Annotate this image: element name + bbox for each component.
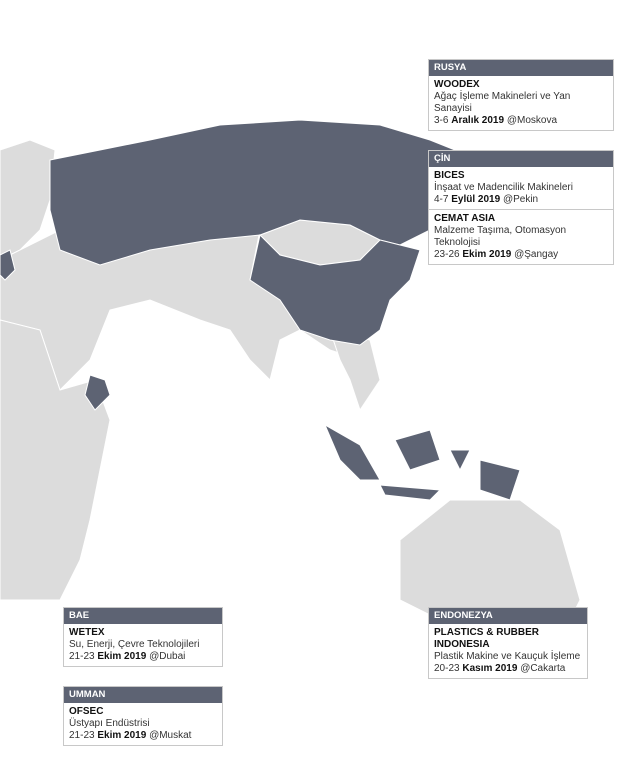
event-date: 23-26 Ekim 2019 @Şangay xyxy=(434,249,608,261)
event-desc: Üstyapı Endüstrisi xyxy=(69,718,150,729)
event-date: 21-23 Ekim 2019 @Dubai xyxy=(69,651,217,663)
land-africa xyxy=(0,319,111,601)
event-city: @Muskat xyxy=(149,730,192,741)
event-desc: Plastik Makine ve Kauçuk İşleme xyxy=(434,651,581,662)
event-entry: WOODEX Ağaç İşleme Makineleri ve Yan San… xyxy=(429,76,613,130)
event-city: @Dubai xyxy=(149,651,186,662)
country-header: ENDONEZYA xyxy=(429,608,587,624)
event-date: 4-7 Eylül 2019 @Pekin xyxy=(434,194,608,206)
event-name: OFSEC xyxy=(69,706,104,717)
event-name: WOODEX xyxy=(434,79,480,90)
indonesia-highlight xyxy=(323,423,521,501)
event-days: 3-6 xyxy=(434,115,449,126)
event-name: BICES xyxy=(434,170,465,181)
event-city: @Pekin xyxy=(502,194,539,205)
info-box-bae: BAE WETEX Su, Enerji, Çevre Teknolojiler… xyxy=(63,607,223,667)
info-box-cin: ÇİN BICES İnşaat ve Madencilik Makineler… xyxy=(428,150,614,265)
event-name: CEMAT ASIA xyxy=(434,213,496,224)
italy-highlight xyxy=(0,249,16,281)
event-entry: CEMAT ASIA Malzeme Taşıma, Otomasyon Tek… xyxy=(429,209,613,264)
country-header: RUSYA xyxy=(429,60,613,76)
event-date: 20-23 Kasım 2019 @Cakarta xyxy=(434,663,582,675)
event-month: Ekim 2019 xyxy=(462,249,512,260)
info-box-umman: UMMAN OFSEC Üstyapı Endüstrisi 21-23 Eki… xyxy=(63,686,223,746)
event-desc: Su, Enerji, Çevre Teknolojileri xyxy=(69,639,200,650)
china-highlight xyxy=(249,234,421,346)
oman-uae-highlight xyxy=(84,374,111,411)
event-name: PLASTICS & RUBBER INDONESIA xyxy=(434,627,540,650)
event-days: 23-26 xyxy=(434,249,460,260)
event-desc: İnşaat ve Madencilik Makineleri xyxy=(434,182,573,193)
event-days: 4-7 xyxy=(434,194,449,205)
event-entry: PLASTICS & RUBBER INDONESIA Plastik Maki… xyxy=(429,624,587,678)
event-date: 3-6 Aralık 2019 @Moskova xyxy=(434,115,608,127)
country-header: BAE xyxy=(64,608,222,624)
event-date: 21-23 Ekim 2019 @Muskat xyxy=(69,730,217,742)
event-month: Aralık 2019 xyxy=(451,115,505,126)
event-city: @Cakarta xyxy=(520,663,566,674)
event-month: Ekim 2019 xyxy=(97,651,147,662)
country-header: ÇİN xyxy=(429,151,613,167)
event-city: @Moskova xyxy=(506,115,558,126)
event-days: 20-23 xyxy=(434,663,460,674)
event-days: 21-23 xyxy=(69,730,95,741)
info-box-endonezya: ENDONEZYA PLASTICS & RUBBER INDONESIA Pl… xyxy=(428,607,588,679)
event-name: WETEX xyxy=(69,627,105,638)
event-entry: OFSEC Üstyapı Endüstrisi 21-23 Ekim 2019… xyxy=(64,703,222,745)
land-southeast-asia xyxy=(329,329,381,412)
event-month: Ekim 2019 xyxy=(97,730,147,741)
event-month: Eylül 2019 xyxy=(451,194,501,205)
event-entry: BICES İnşaat ve Madencilik Makineleri 4-… xyxy=(429,167,613,209)
event-city: @Şangay xyxy=(514,249,559,260)
event-month: Kasım 2019 xyxy=(462,663,518,674)
event-days: 21-23 xyxy=(69,651,95,662)
event-desc: Ağaç İşleme Makineleri ve Yan Sanayisi xyxy=(434,91,571,114)
info-box-rusya: RUSYA WOODEX Ağaç İşleme Makineleri ve Y… xyxy=(428,59,614,131)
event-entry: WETEX Su, Enerji, Çevre Teknolojileri 21… xyxy=(64,624,222,666)
country-header: UMMAN xyxy=(64,687,222,703)
event-desc: Malzeme Taşıma, Otomasyon Teknolojisi xyxy=(434,225,567,248)
